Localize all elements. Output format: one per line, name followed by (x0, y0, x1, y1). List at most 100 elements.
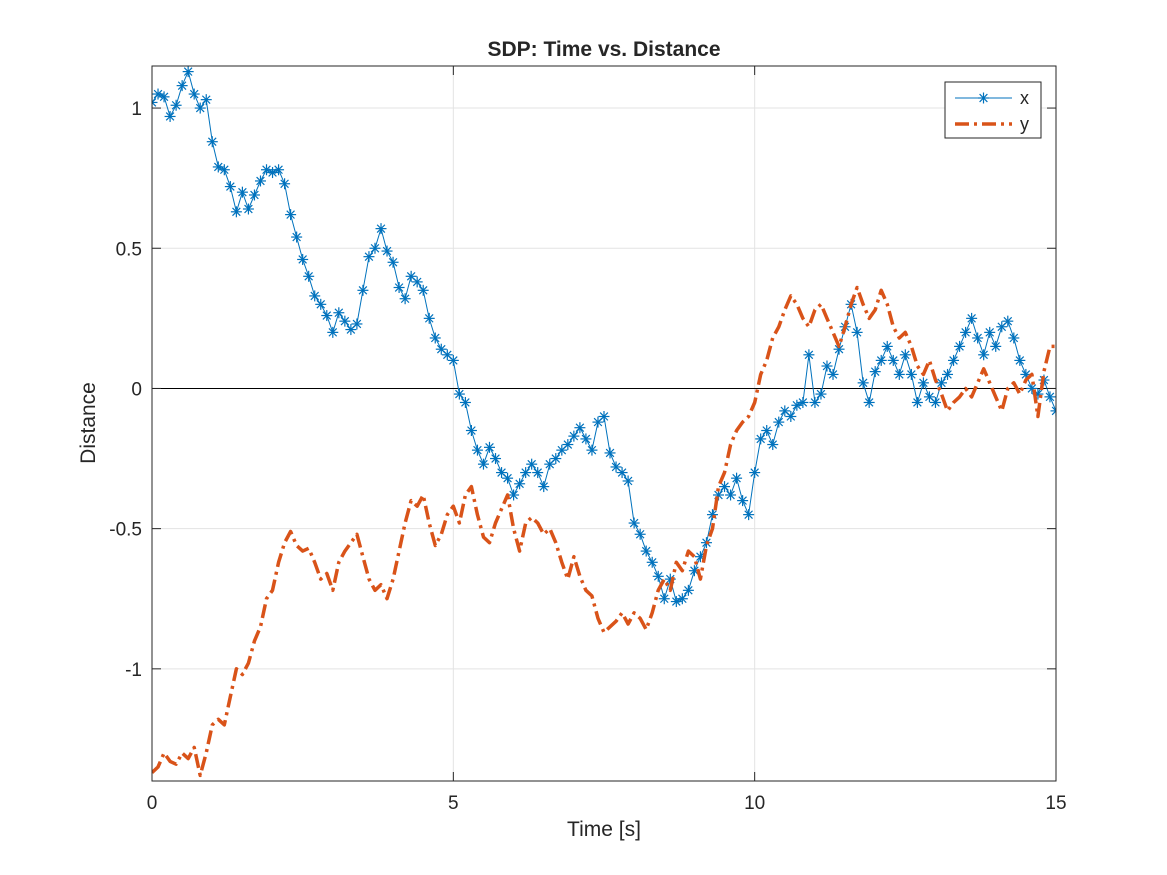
data-point-x (393, 282, 405, 294)
x-tick-label: 15 (1045, 793, 1066, 814)
data-point-x (297, 253, 309, 265)
data-point-x (152, 96, 158, 108)
data-point-x (303, 270, 315, 282)
data-point-x (490, 453, 502, 465)
data-point-x (429, 332, 441, 344)
data-point-x (170, 99, 182, 111)
data-point-x (224, 181, 236, 193)
data-point-x (954, 340, 966, 352)
data-point-x (887, 354, 899, 366)
data-point-x (580, 433, 592, 445)
data-point-x (676, 593, 688, 605)
data-point-x (761, 425, 773, 437)
data-point-x (285, 209, 297, 221)
data-point-x (785, 410, 797, 422)
series-layer (152, 66, 1056, 778)
data-point-x (254, 175, 266, 187)
data-point-x (218, 164, 230, 176)
data-point-x (767, 439, 779, 451)
data-point-x (749, 467, 761, 479)
data-point-x (309, 290, 321, 302)
data-point-x (242, 203, 254, 215)
data-point-x (604, 447, 616, 459)
data-point-x (634, 528, 646, 540)
legend: xy (944, 81, 1042, 139)
data-point-x (387, 256, 399, 268)
data-point-x (315, 298, 327, 310)
data-point-x (646, 556, 658, 568)
data-point-x (851, 326, 863, 338)
ticks (151, 66, 1057, 781)
x-tick-label: 0 (147, 793, 158, 814)
series-y (152, 285, 1056, 778)
data-point-x (562, 439, 574, 451)
data-point-x (863, 396, 875, 408)
data-point-x (875, 354, 887, 366)
data-point-x (423, 312, 435, 324)
data-point-x (598, 410, 610, 422)
data-point-x (447, 354, 459, 366)
data-point-x (279, 178, 291, 190)
data-point-x (471, 444, 483, 456)
data-point-x (273, 164, 285, 176)
data-point-x (568, 430, 580, 442)
axes-frame (151, 65, 1057, 782)
data-point-x (339, 315, 351, 327)
data-point-x (815, 388, 827, 400)
data-point-x (616, 467, 628, 479)
data-point-x (899, 349, 911, 361)
data-point-x (176, 80, 188, 92)
series-x (152, 66, 1056, 608)
legend-marker-x (978, 92, 989, 104)
data-point-x (532, 467, 544, 479)
y-tick-label: 0 (131, 379, 142, 400)
data-point-x (363, 251, 375, 263)
data-point-x (797, 396, 809, 408)
data-point-x (905, 368, 917, 380)
data-point-x (321, 310, 333, 322)
data-point-x (1002, 315, 1014, 327)
data-point-x (586, 444, 598, 456)
data-point-x (929, 396, 941, 408)
data-point-x (538, 481, 550, 493)
data-point-x (688, 565, 700, 577)
x-tick-label: 5 (448, 793, 459, 814)
data-point-x (248, 189, 260, 201)
x-tick-labels: 0 5 10 15 (147, 793, 1067, 814)
data-point-x (719, 481, 731, 493)
data-point-x (917, 377, 929, 389)
axes: 0 5 10 15 -1 -0.5 0 0.5 1 (109, 65, 1067, 814)
y-axis-label: Distance (77, 382, 100, 464)
data-point-x (477, 458, 489, 470)
data-point-x (369, 242, 381, 254)
y-tick-labels: -1 -0.5 0 0.5 1 (109, 99, 142, 681)
series-line-y (152, 285, 1056, 778)
plot-area (152, 66, 1056, 781)
data-point-x (960, 326, 972, 338)
data-point-x (640, 545, 652, 557)
data-point-x (188, 88, 200, 100)
data-point-x (417, 284, 429, 296)
data-point-x (351, 318, 363, 330)
data-point-x (893, 368, 905, 380)
data-point-x (990, 340, 1002, 352)
data-point-x (857, 377, 869, 389)
data-point-x (508, 489, 520, 501)
data-point-x (658, 593, 670, 605)
data-point-x (773, 416, 785, 428)
data-point-x (682, 584, 694, 596)
x-tick-label: 10 (744, 793, 765, 814)
data-point-x (821, 360, 833, 372)
data-point-x (158, 91, 170, 103)
data-point-x (809, 396, 821, 408)
data-point-x (333, 307, 345, 319)
data-point-x (574, 422, 586, 434)
legend-entries: xy (955, 88, 1029, 134)
x-axis-label: Time [s] (567, 818, 641, 841)
data-point-x (550, 453, 562, 465)
y-tick-label: 1 (131, 99, 142, 120)
data-point-x (381, 245, 393, 257)
data-point-x (1044, 391, 1056, 403)
y-tick-label: -0.5 (109, 520, 142, 541)
data-point-x (194, 102, 206, 114)
